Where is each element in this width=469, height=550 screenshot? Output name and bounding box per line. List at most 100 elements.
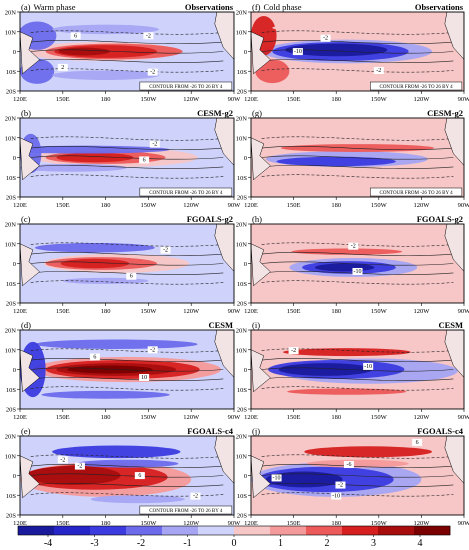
- contour-note-box: [139, 505, 233, 515]
- lat-tick-label: 10S: [6, 69, 17, 76]
- lon-tick-label: 120E: [13, 96, 27, 103]
- contour-label: -2: [152, 142, 157, 148]
- contour-label-bg: [139, 373, 150, 381]
- landmass-west: [20, 137, 40, 181]
- contour-label-bg: [352, 267, 363, 275]
- contour-line: [30, 482, 224, 488]
- contour-line: [30, 376, 224, 382]
- panel-title: (e): [21, 426, 31, 436]
- contour-label: -10: [332, 494, 340, 500]
- panel-id: (j): [252, 426, 260, 436]
- panel-id: (a): [21, 2, 31, 12]
- anomaly-blob: [34, 339, 198, 349]
- lon-tick-label: 150E: [287, 96, 301, 103]
- contour-label-bg: [363, 362, 374, 370]
- anomaly-field: [251, 118, 464, 197]
- contour-label-bg: [292, 48, 303, 56]
- contour-line: [30, 174, 224, 179]
- contour-line: [261, 251, 454, 257]
- lon-tick-label: 150W: [140, 202, 157, 209]
- contour-line: [30, 39, 224, 45]
- anomaly-blob: [287, 388, 407, 395]
- lon-tick-label: 180: [101, 202, 111, 209]
- panel-id: (d): [21, 320, 31, 330]
- lat-tick-label: 0: [13, 155, 16, 162]
- anomaly-blob: [272, 23, 401, 33]
- colorbar-swatch: [54, 526, 91, 535]
- panel-phase: Cold phase: [264, 2, 302, 12]
- anomaly-blob: [26, 466, 121, 485]
- contour-line: [30, 473, 224, 478]
- colorbar-swatch: [18, 526, 55, 535]
- panel-grid: 20N 10N 0 10S 20S 120E 150E 180 150W 120W 90W CONTO…: [5, 2, 469, 527]
- landmass-east: [214, 224, 234, 272]
- anomaly-field: [20, 118, 234, 197]
- lon-tick-label: 150E: [287, 414, 301, 421]
- contour-line: [261, 454, 454, 459]
- contour-label-bg: [89, 353, 100, 361]
- contour-line: [261, 482, 454, 488]
- lat-tick-label: 20N: [5, 434, 17, 441]
- lon-tick-label: 150W: [371, 96, 388, 103]
- lat-tick-label: 20N: [236, 222, 248, 229]
- lat-tick-label: 20N: [5, 328, 17, 335]
- lon-tick-label: 180: [101, 96, 111, 103]
- anomaly-field: [20, 12, 234, 91]
- contour-line: [30, 68, 224, 73]
- lon-tick-label: 90W: [458, 96, 469, 103]
- contour-note-box: [370, 187, 463, 197]
- contour-label: -6: [346, 462, 351, 468]
- contour-line: [30, 463, 224, 469]
- contour-line: [261, 280, 454, 285]
- contour-label: 6: [416, 440, 419, 446]
- landmass-east: [214, 330, 234, 378]
- lat-tick-label: 10S: [6, 387, 17, 394]
- contour-note: CONTOUR FROM -26 TO 26 BY 4: [149, 191, 223, 196]
- panel-id: (b): [21, 108, 31, 118]
- lon-tick-label: 120W: [183, 520, 200, 527]
- contour-line: [261, 155, 454, 160]
- lat-tick-label: 20S: [6, 195, 17, 202]
- contour-note-box: [139, 187, 233, 197]
- contour-line: [30, 348, 224, 353]
- contour-line: [30, 280, 224, 285]
- lat-tick-label: 10N: [236, 135, 248, 142]
- contour-line: [30, 30, 224, 35]
- contour-line: [261, 58, 454, 64]
- contour-label: 6: [130, 274, 133, 280]
- lon-tick-label: 180: [331, 202, 341, 209]
- lat-tick-label: 10S: [6, 175, 17, 182]
- panel-id: (i): [252, 320, 260, 330]
- lon-tick-label: 120E: [244, 96, 258, 103]
- lat-tick-label: 20S: [6, 513, 17, 520]
- lat-tick-label: 0: [13, 367, 16, 374]
- anomaly-blob: [34, 242, 155, 253]
- contour-line: [30, 251, 224, 257]
- lon-tick-label: 90W: [228, 202, 242, 209]
- lon-tick-label: 120W: [413, 308, 430, 315]
- contour-line: [261, 386, 454, 391]
- anomaly-blob: [291, 248, 403, 255]
- lat-tick-label: 20S: [237, 513, 248, 520]
- contour-line: [30, 261, 224, 266]
- contour-label: -2: [376, 68, 381, 74]
- anomaly-blob: [278, 363, 373, 376]
- anomaly-blob: [90, 495, 185, 504]
- contour-label: -10: [364, 364, 372, 370]
- panel-id: (e): [21, 426, 31, 436]
- contour-label-bg: [412, 438, 423, 446]
- lon-tick-label: 120W: [413, 202, 430, 209]
- lat-tick-label: 10N: [5, 453, 17, 460]
- panel-model-label: Observations: [185, 2, 234, 12]
- colorbar-swatch: [378, 526, 415, 535]
- contour-line: [261, 376, 454, 382]
- lat-tick-label: 20S: [237, 195, 248, 202]
- lat-tick-label: 10N: [5, 241, 17, 248]
- contour-label-bg: [320, 34, 331, 42]
- contour-line: [261, 39, 454, 45]
- landmass-east: [214, 12, 234, 60]
- anomaly-blob: [75, 459, 179, 468]
